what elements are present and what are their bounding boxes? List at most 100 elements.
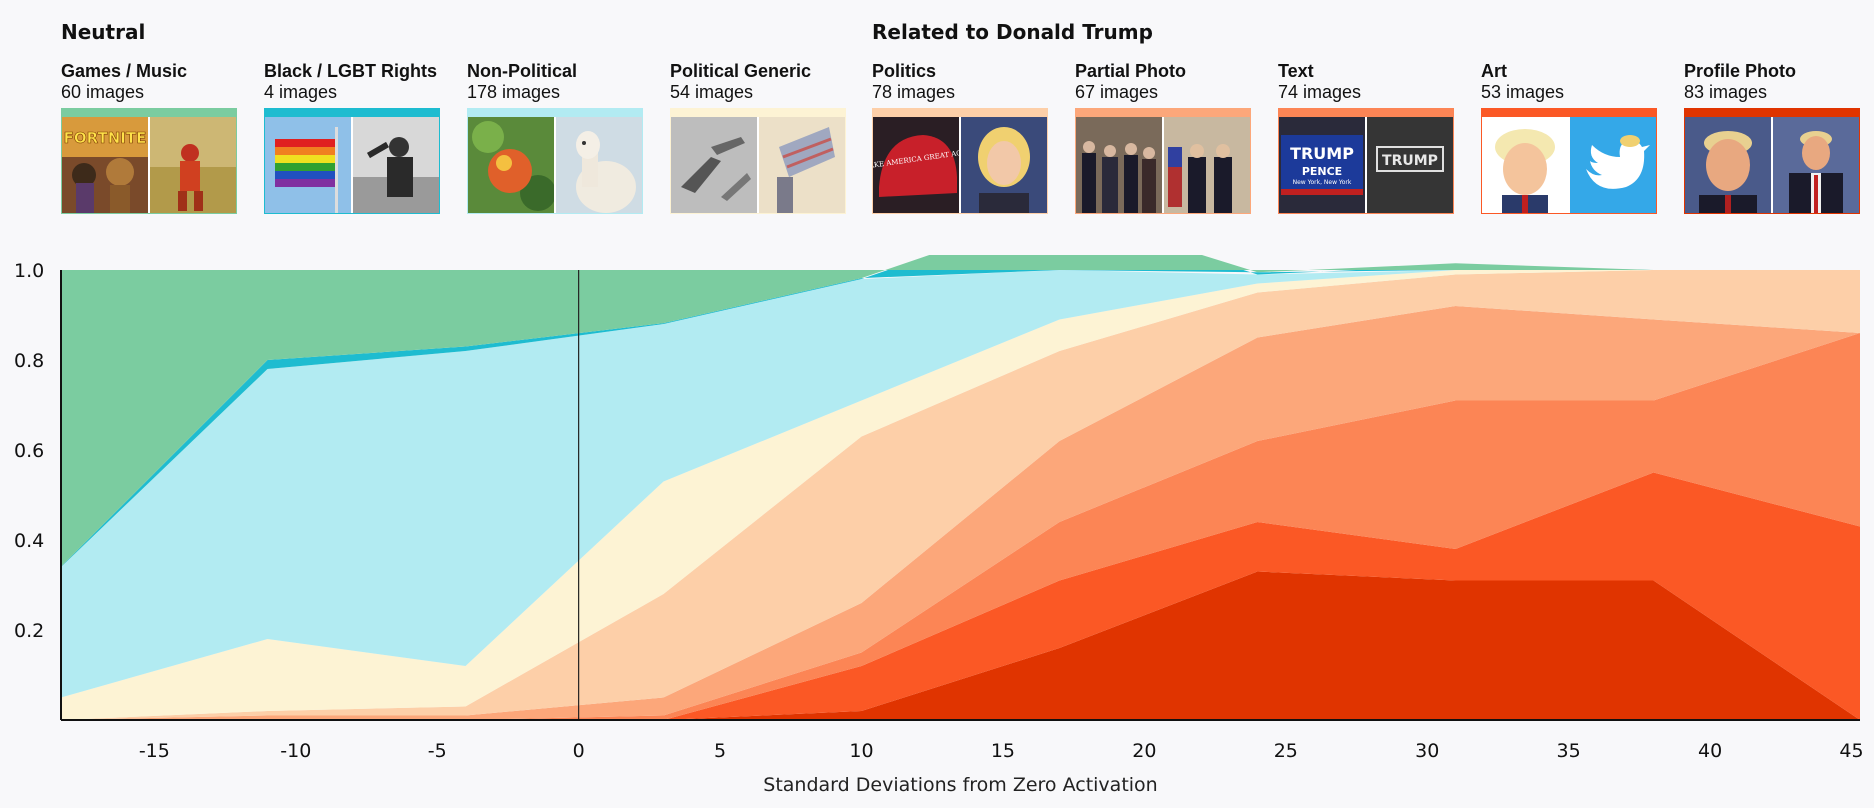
category-color-bar <box>62 109 236 117</box>
category-count: 67 images <box>1075 82 1159 102</box>
category-non-political: Non-Political 178 images <box>467 60 645 214</box>
area-politics <box>61 270 1860 720</box>
category-name: Non-Political <box>467 61 578 81</box>
category-partial-photo: Partial Photo 67 images <box>1075 60 1253 214</box>
x-tick-label: -15 <box>139 740 170 762</box>
handshake-photo-thumbnail[interactable] <box>1164 117 1250 213</box>
area-games-music <box>61 255 1860 567</box>
category-thumbnails[interactable] <box>467 108 643 214</box>
area-partial-photo <box>61 306 1860 720</box>
x-tick-label: 10 <box>849 740 873 762</box>
group-title-neutral: Neutral <box>61 20 146 44</box>
svg-text:FORTNITE: FORTNITE <box>64 129 147 147</box>
chart-areas <box>61 255 1860 720</box>
y-tick-label: 0.2 <box>14 620 44 642</box>
category-count: 78 images <box>872 82 956 102</box>
category-name: Games / Music <box>61 61 188 81</box>
category-color-bar <box>873 109 1047 117</box>
category-text: Text 74 images TRUMP PENCE New York, New… <box>1278 60 1456 214</box>
category-color-bar <box>1279 109 1453 117</box>
category-name: Partial Photo <box>1075 61 1187 81</box>
podium-photo-thumbnail[interactable] <box>1773 117 1859 213</box>
area-profile-photo <box>61 571 1860 720</box>
category-profile-photo: Profile Photo 83 images <box>1684 60 1862 214</box>
maga-hat-thumbnail[interactable]: MAKE AMERICA GREAT AGAIN <box>873 117 959 213</box>
area-text <box>61 333 1860 720</box>
y-tick-label: 0.6 <box>14 440 44 462</box>
x-tick-label: 45 <box>1839 740 1863 762</box>
svg-text:PENCE: PENCE <box>1302 165 1342 178</box>
caricature-thumbnail[interactable] <box>1482 117 1568 213</box>
category-thumbnails[interactable] <box>264 108 440 214</box>
category-games-music: Games / Music 60 images FORTNITE <box>61 60 239 214</box>
category-color-bar <box>1076 109 1250 117</box>
category-count: 178 images <box>467 82 561 102</box>
category-thumbnails[interactable]: TRUMP PENCE New York, New York TRUMP <box>1278 108 1454 214</box>
category-name: Art <box>1481 61 1507 81</box>
fortnite-thumbnail[interactable]: FORTNITE <box>62 117 148 213</box>
category-name: Political Generic <box>670 61 812 81</box>
stacked-area-chart: 0.2 0.4 0.6 0.8 1.0 -15 -10 -5 0 5 10 15 20 25 30 35 40… <box>14 255 1864 796</box>
category-color-bar <box>265 109 439 117</box>
category-thumbnails[interactable] <box>1075 108 1251 214</box>
apple-thumbnail[interactable] <box>468 117 554 213</box>
y-tick-label: 0.4 <box>14 530 44 552</box>
category-black-lgbt-rights: Black / LGBT Rights 4 images <box>264 60 442 214</box>
politician-portrait-thumbnail[interactable] <box>961 117 1047 213</box>
area-non-political <box>61 270 1860 698</box>
y-tick-label: 0.8 <box>14 350 44 372</box>
category-color-bar <box>1685 109 1859 117</box>
x-tick-label: -10 <box>280 740 311 762</box>
group-photo-thumbnail[interactable] <box>1076 117 1162 213</box>
x-tick-label: 35 <box>1557 740 1581 762</box>
category-name: Text <box>1278 61 1314 81</box>
category-count: 83 images <box>1684 82 1768 102</box>
flag-photo-thumbnail[interactable] <box>759 117 845 213</box>
portrait-photo-thumbnail[interactable] <box>1685 117 1771 213</box>
category-count: 53 images <box>1481 82 1565 102</box>
aircraft-photo-thumbnail[interactable] <box>671 117 757 213</box>
game-character-thumbnail[interactable] <box>150 117 236 213</box>
category-name: Black / LGBT Rights <box>264 61 438 81</box>
alpaca-thumbnail[interactable] <box>556 117 642 213</box>
twitter-bird-thumbnail[interactable] <box>1570 117 1656 213</box>
rainbow-flag-thumbnail[interactable] <box>265 117 351 213</box>
category-thumbnails[interactable] <box>1684 108 1860 214</box>
civil-rights-photo-thumbnail[interactable] <box>353 117 439 213</box>
x-axis-title: Standard Deviations from Zero Activation <box>763 774 1157 796</box>
y-axis-ticks: 0.2 0.4 0.6 0.8 1.0 <box>14 260 44 642</box>
category-count: 54 images <box>670 82 754 102</box>
group-title-trump: Related to Donald Trump <box>872 20 1153 44</box>
x-tick-label: 20 <box>1132 740 1156 762</box>
x-axis-ticks: -15 -10 -5 0 5 10 15 20 25 30 35 40 45 <box>139 740 1864 762</box>
area-art <box>61 472 1860 720</box>
svg-text:TRUMP: TRUMP <box>1382 153 1438 169</box>
category-art: Art 53 images <box>1481 60 1659 214</box>
category-politics: Politics 78 images MAKE AMERICA GREAT AG… <box>872 60 1050 214</box>
trump-pence-sign-thumbnail[interactable]: TRUMP PENCE New York, New York <box>1279 117 1365 213</box>
x-tick-label: 30 <box>1415 740 1439 762</box>
x-tick-label: 25 <box>1274 740 1298 762</box>
category-thumbnails[interactable]: FORTNITE <box>61 108 237 214</box>
category-count: 4 images <box>264 82 338 102</box>
category-name: Politics <box>872 61 937 81</box>
category-count: 74 images <box>1278 82 1362 102</box>
category-thumbnails[interactable] <box>670 108 846 214</box>
category-color-bar <box>468 109 642 117</box>
svg-text:TRUMP: TRUMP <box>1290 144 1354 163</box>
x-tick-label: 0 <box>573 740 585 762</box>
category-thumbnails[interactable]: MAKE AMERICA GREAT AGAIN <box>872 108 1048 214</box>
trump-shirt-thumbnail[interactable]: TRUMP <box>1367 117 1453 213</box>
category-name: Profile Photo <box>1684 61 1796 81</box>
category-political-generic: Political Generic 54 images <box>670 60 848 214</box>
y-tick-label: 1.0 <box>14 260 44 282</box>
x-tick-label: 15 <box>991 740 1015 762</box>
x-tick-label: 40 <box>1698 740 1722 762</box>
x-tick-label: 5 <box>714 740 726 762</box>
category-thumbnails[interactable] <box>1481 108 1657 214</box>
category-color-bar <box>671 109 845 117</box>
category-color-bar <box>1482 109 1656 117</box>
svg-text:New York, New York: New York, New York <box>1293 179 1352 186</box>
category-count: 60 images <box>61 82 145 102</box>
x-tick-label: -5 <box>428 740 447 762</box>
